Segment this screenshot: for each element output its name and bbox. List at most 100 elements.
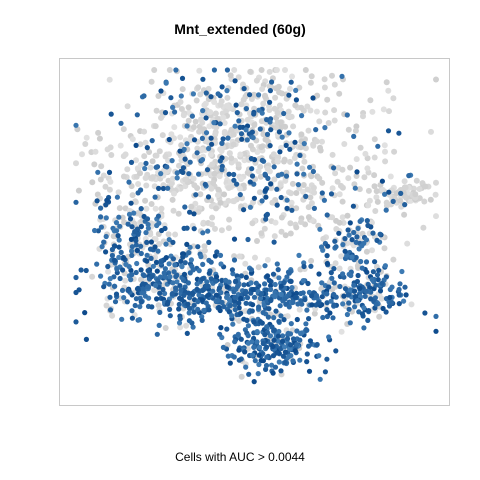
high-auc-point [406, 173, 412, 179]
high-auc-point [205, 283, 211, 289]
high-auc-points [73, 67, 439, 385]
high-auc-point [154, 268, 160, 274]
low-auc-point [96, 135, 103, 142]
high-auc-point [217, 331, 223, 337]
low-auc-point [325, 120, 332, 126]
high-auc-point [142, 293, 148, 299]
low-auc-point [153, 107, 160, 114]
high-auc-point [340, 242, 346, 248]
high-auc-point [136, 317, 143, 323]
high-auc-point [189, 113, 195, 119]
low-auc-point [155, 302, 162, 309]
high-auc-point [350, 203, 356, 209]
high-auc-point [274, 186, 280, 192]
high-auc-point [170, 280, 176, 286]
low-auc-point [331, 117, 338, 124]
low-auc-point [376, 313, 383, 320]
low-auc-point [336, 219, 343, 226]
high-auc-point [132, 302, 138, 309]
low-auc-point [196, 128, 203, 135]
high-auc-point [252, 358, 258, 364]
high-auc-point [116, 254, 122, 260]
high-auc-point [224, 67, 230, 73]
low-auc-point [98, 163, 105, 170]
high-auc-point [208, 94, 214, 100]
high-auc-point [293, 97, 299, 103]
high-auc-point [254, 329, 260, 335]
high-auc-point [177, 316, 183, 322]
high-auc-point [270, 370, 276, 376]
high-auc-point [251, 319, 257, 325]
low-auc-point [231, 253, 238, 260]
high-auc-point [203, 115, 209, 121]
high-auc-point [325, 243, 331, 249]
high-auc-point [345, 292, 352, 298]
high-auc-point [292, 348, 298, 354]
high-auc-point [133, 242, 139, 248]
high-auc-point [148, 255, 154, 261]
low-auc-point [151, 67, 158, 73]
plot-frame [59, 58, 450, 406]
high-auc-point [317, 376, 323, 382]
high-auc-point [344, 252, 350, 258]
high-auc-point [232, 123, 238, 129]
high-auc-point [243, 300, 249, 306]
high-auc-point [208, 259, 214, 265]
high-auc-point [248, 156, 254, 162]
high-auc-point [257, 344, 263, 350]
high-auc-point [162, 266, 168, 272]
low-auc-point [251, 122, 258, 128]
low-auc-point [354, 262, 361, 269]
high-auc-point [214, 249, 220, 255]
high-auc-point [167, 274, 173, 280]
high-auc-point [191, 137, 198, 143]
low-auc-point [212, 131, 219, 138]
high-auc-point [249, 308, 255, 314]
high-auc-point [276, 328, 282, 335]
high-auc-point [263, 362, 270, 369]
high-auc-point [174, 279, 180, 285]
high-auc-point [125, 221, 131, 227]
high-auc-point [94, 198, 100, 204]
high-auc-point [190, 267, 196, 273]
low-auc-point [266, 83, 273, 90]
high-auc-point [162, 290, 168, 297]
high-auc-point [331, 280, 337, 286]
low-auc-point [288, 199, 295, 206]
high-auc-point [401, 298, 407, 304]
low-auc-point [148, 78, 155, 85]
high-auc-point [284, 336, 291, 342]
low-auc-point [124, 103, 131, 110]
low-auc-point [162, 153, 169, 160]
high-auc-point [83, 267, 89, 274]
high-auc-point [232, 307, 238, 313]
low-auc-point [221, 191, 228, 198]
low-auc-point [201, 102, 208, 109]
high-auc-point [298, 330, 304, 337]
high-auc-point [238, 273, 244, 279]
low-auc-point [282, 232, 289, 239]
high-auc-point [287, 346, 293, 352]
high-auc-point [297, 152, 303, 158]
high-auc-point [355, 272, 361, 279]
high-auc-point [249, 173, 256, 179]
low-auc-point [128, 183, 135, 190]
high-auc-point [138, 243, 144, 249]
high-auc-point [200, 108, 206, 114]
low-auc-point [287, 220, 294, 227]
high-auc-point [106, 169, 113, 175]
high-auc-point [164, 164, 170, 170]
high-auc-point [224, 326, 230, 332]
low-auc-point [271, 176, 278, 183]
high-auc-point [244, 295, 251, 301]
low-auc-point [316, 175, 323, 182]
low-auc-point [353, 156, 360, 163]
low-auc-point [208, 185, 215, 192]
low-auc-point [142, 139, 149, 146]
low-auc-point [282, 123, 289, 130]
low-auc-point [273, 67, 280, 73]
high-auc-point [203, 300, 209, 306]
high-auc-point [302, 297, 308, 303]
high-auc-point [217, 252, 224, 258]
high-auc-point [354, 169, 360, 175]
